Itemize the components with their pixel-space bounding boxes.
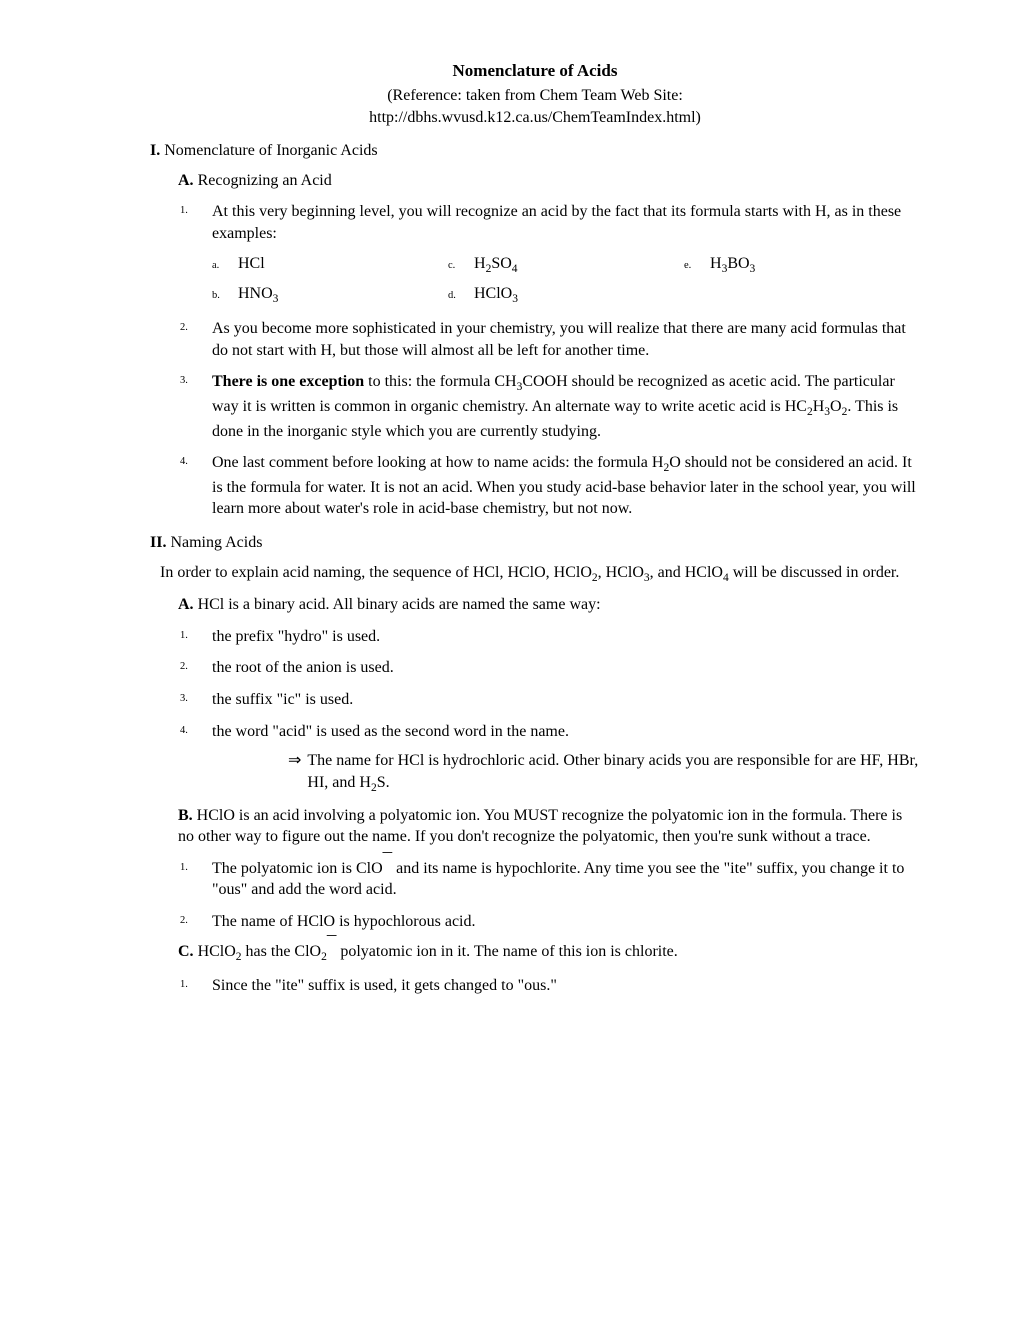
- formula-text: HNO3: [238, 283, 278, 308]
- reference-line-1: (Reference: taken from Chem Team Web Sit…: [387, 87, 683, 104]
- section-II-text: Naming Acids: [170, 534, 262, 551]
- formula-label: b.: [212, 289, 232, 303]
- item-num: 4.: [180, 455, 188, 469]
- item-num: 2.: [180, 321, 188, 335]
- formula-e: e. H3BO3: [684, 253, 920, 278]
- item-num: 2.: [180, 660, 188, 674]
- item-num: 4.: [180, 724, 188, 738]
- subsection-II-C: C. HClO2 has the ClO2¯ polyatomic ion in…: [178, 941, 920, 966]
- formula-a: a. HCl: [212, 253, 448, 278]
- item-body: The polyatomic ion is ClO¯ and its name …: [212, 858, 920, 901]
- item-II-C-1: 1. Since the "ite" suffix is used, it ge…: [198, 975, 920, 997]
- item-II-A-4: 4. the word "acid" is used as the second…: [198, 721, 920, 797]
- subsection-II-B-label: B.: [178, 807, 193, 824]
- section-I: I. Nomenclature of Inorganic Acids: [150, 140, 920, 162]
- item-num: 1.: [180, 204, 188, 218]
- item-body: The name of HClO is hypochlorous acid.: [212, 911, 920, 933]
- page-title: Nomenclature of Acids: [150, 60, 920, 83]
- item-num: 3.: [180, 374, 188, 388]
- item-II-A-1: 1. the prefix "hydro" is used.: [198, 626, 920, 648]
- item-I-A-1: 1. At this very beginning level, you wil…: [198, 201, 920, 308]
- item-num: 1.: [180, 861, 188, 875]
- subsection-II-C-label: C.: [178, 943, 194, 960]
- subsection-I-A-label: A.: [178, 172, 194, 189]
- subsection-I-A: A. Recognizing an Acid: [178, 170, 920, 192]
- item-body: One last comment before looking at how t…: [212, 452, 920, 520]
- item-I-A-4: 4. One last comment before looking at ho…: [198, 452, 920, 520]
- formula-label: c.: [448, 259, 468, 273]
- item-num: 3.: [180, 692, 188, 706]
- section-I-text: Nomenclature of Inorganic Acids: [164, 142, 377, 159]
- subsection-I-A-text: Recognizing an Acid: [198, 172, 332, 189]
- formula-d: d. HClO3: [448, 283, 684, 308]
- subsection-II-B: B. HClO is an acid involving a polyatomi…: [178, 805, 920, 848]
- item-II-A-2: 2. the root of the anion is used.: [198, 657, 920, 679]
- item-II-B-1: 1. The polyatomic ion is ClO¯ and its na…: [198, 858, 920, 901]
- subsection-II-A-label: A.: [178, 596, 194, 613]
- item-num: 2.: [180, 914, 188, 928]
- formula-c: c. H2SO4: [448, 253, 684, 278]
- section-II-intro: In order to explain acid naming, the seq…: [160, 562, 900, 587]
- formula-label: e.: [684, 259, 704, 273]
- formula-text: HClO3: [474, 283, 518, 308]
- arrow-note: ⇒ The name for HCl is hydrochloric acid.…: [288, 750, 920, 796]
- formula-text: H3BO3: [710, 253, 755, 278]
- arrow-text: The name for HCl is hydrochloric acid. O…: [307, 750, 920, 796]
- subsection-II-A-text: HCl is a binary acid. All binary acids a…: [198, 596, 601, 613]
- arrow-icon: ⇒: [288, 750, 301, 796]
- exception-lead: There is one exception: [212, 373, 364, 390]
- formula-label: a.: [212, 259, 232, 273]
- item-num: 1.: [180, 629, 188, 643]
- section-I-label: I.: [150, 142, 160, 159]
- formula-label: d.: [448, 289, 468, 303]
- reference-line-2: http://dbhs.wvusd.k12.ca.us/ChemTeamInde…: [369, 109, 701, 126]
- item-II-A-3: 3. the suffix "ic" is used.: [198, 689, 920, 711]
- item-body: As you become more sophisticated in your…: [212, 318, 920, 361]
- item-body: Since the "ite" suffix is used, it gets …: [212, 975, 920, 997]
- item-body: At this very beginning level, you will r…: [212, 201, 920, 244]
- formula-grid: a. HCl c. H2SO4 e. H3BO3 b. HNO3 d. HClO…: [212, 253, 920, 308]
- reference: (Reference: taken from Chem Team Web Sit…: [150, 85, 920, 128]
- item-II-B-2: 2. The name of HClO is hypochlorous acid…: [198, 911, 920, 933]
- item-I-A-3: 3. There is one exception to this: the f…: [198, 371, 920, 442]
- item-num: 1.: [180, 978, 188, 992]
- formula-text: H2SO4: [474, 253, 518, 278]
- subsection-II-C-text: HClO2 has the ClO2¯ polyatomic ion in it…: [198, 943, 678, 960]
- item-I-A-2: 2. As you become more sophisticated in y…: [198, 318, 920, 361]
- section-II: II. Naming Acids: [150, 532, 920, 554]
- item-body: the word "acid" is used as the second wo…: [212, 721, 920, 743]
- item-body: the prefix "hydro" is used.: [212, 626, 920, 648]
- subsection-II-B-text: HClO is an acid involving a polyatomic i…: [178, 807, 902, 846]
- subsection-II-A: A. HCl is a binary acid. All binary acid…: [178, 594, 920, 616]
- formula-text: HCl: [238, 253, 265, 275]
- item-body: There is one exception to this: the form…: [212, 371, 920, 442]
- item-body: the suffix "ic" is used.: [212, 689, 920, 711]
- section-II-label: II.: [150, 534, 166, 551]
- item-body: the root of the anion is used.: [212, 657, 920, 679]
- formula-b: b. HNO3: [212, 283, 448, 308]
